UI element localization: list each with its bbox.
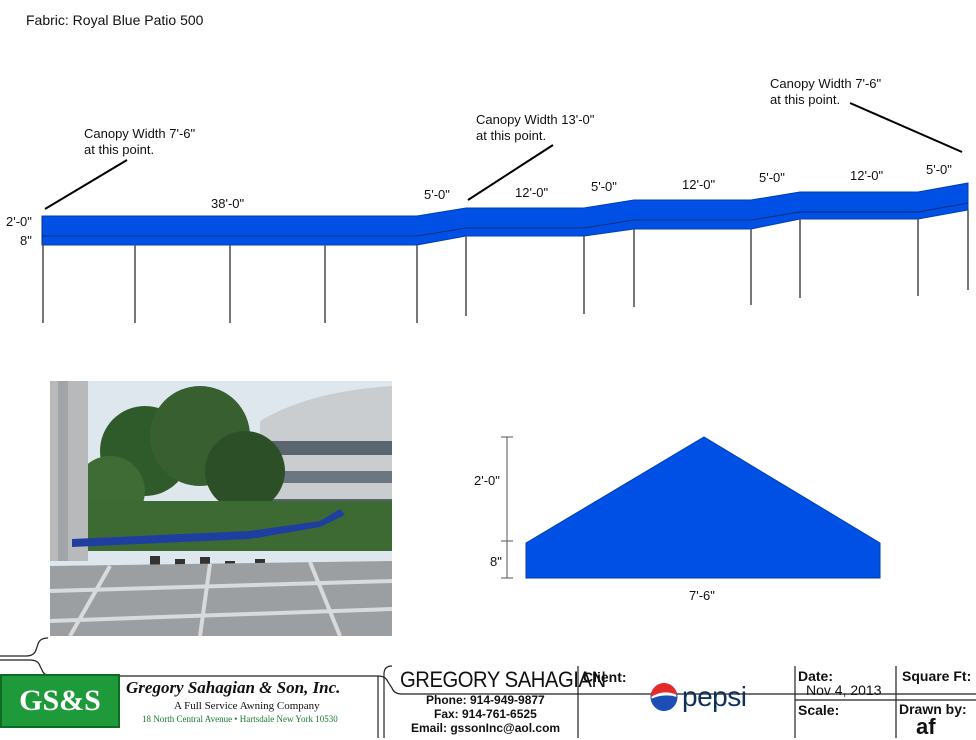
profile-width-label: 7'-6" — [689, 588, 715, 603]
note-middle: Canopy Width 13'-0" at this point. — [476, 112, 594, 144]
company-logo: GS&S — [0, 674, 120, 728]
support-posts — [42, 210, 969, 323]
segment-dimension: 5'-0" — [926, 162, 952, 177]
date-label: Date: — [798, 668, 834, 684]
contact-phone: Phone: 914-949-9877 — [426, 693, 545, 707]
segment-dimension: 12'-0" — [515, 185, 549, 200]
segment-dimension: 12'-0" — [682, 177, 716, 192]
note-right-line1: Canopy Width 7'-6" — [770, 76, 882, 91]
note-leader-left — [44, 159, 128, 210]
elevation-height-label: 2'-0" — [6, 214, 32, 229]
canopy-profile-drawing — [501, 436, 881, 579]
canopy-fold-line — [42, 202, 969, 237]
contact-fax: Fax: 914-761-6525 — [434, 707, 537, 721]
profile-height-label: 2'-0" — [474, 473, 500, 488]
fabric-label: Fabric: Royal Blue Patio 500 — [26, 12, 204, 28]
company-name: Gregory Sahagian & Son, Inc. — [126, 678, 341, 697]
note-middle-line1: Canopy Width 13'-0" — [476, 112, 595, 127]
note-right: Canopy Width 7'-6" at this point. — [770, 76, 881, 108]
note-right-line2: at this point. — [770, 92, 841, 107]
company-address: 18 North Central Avenue • Hartsdale New … — [142, 714, 338, 724]
contact-name: GREGORY SAHAGIAN — [400, 667, 606, 692]
note-leader-middle — [467, 144, 554, 201]
drawn-by-label: Drawn by: — [899, 701, 967, 717]
drawn-by-value: af — [916, 714, 936, 739]
segment-dimension: 5'-0" — [424, 187, 450, 202]
note-left-line2: at this point. — [84, 142, 155, 157]
client-name: pepsi — [682, 681, 747, 712]
client-logo: pepsi — [650, 681, 747, 713]
segment-dimension: 5'-0" — [591, 179, 617, 194]
pepsi-globe-icon — [650, 683, 678, 711]
segment-dimension: 5'-0" — [759, 170, 785, 185]
segment-dimension: 38'-0" — [211, 196, 245, 211]
contact-email: Email: gssonInc@aol.com — [411, 721, 561, 735]
square-ft-label: Square Ft: — [902, 668, 972, 684]
profile-height-label: 8" — [490, 554, 502, 569]
date-value: Nov 4, 2013 — [806, 682, 882, 698]
site-photo — [50, 381, 392, 636]
note-leader-right — [849, 102, 963, 153]
client-label: Client: — [583, 669, 627, 685]
company-tagline: A Full Service Awning Company — [174, 700, 320, 712]
scale-label: Scale: — [798, 702, 840, 718]
segment-dimension: 12'-0" — [850, 168, 884, 183]
elevation-height-label: 8" — [20, 233, 32, 248]
note-left-line1: Canopy Width 7'-6" — [84, 126, 196, 141]
title-block-frame — [0, 637, 976, 738]
canopy-profile-shape — [525, 436, 881, 579]
note-middle-line2: at this point. — [476, 128, 547, 143]
canopy-elevation-drawing — [41, 102, 969, 323]
note-left: Canopy Width 7'-6" at this point. — [84, 126, 195, 158]
